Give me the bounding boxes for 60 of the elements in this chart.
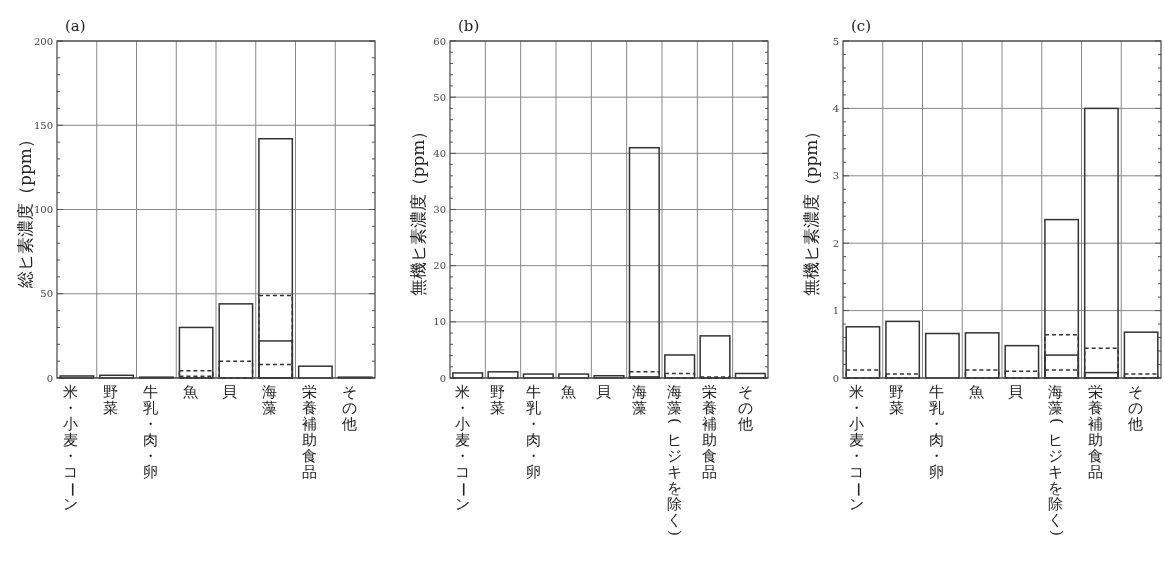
x-tick-label: その他 bbox=[341, 383, 357, 433]
x-tick-label: 栄養補助食品 bbox=[1087, 383, 1103, 481]
y-tick-label: 0 bbox=[832, 372, 839, 384]
y-tick-label: 20 bbox=[433, 260, 446, 272]
x-tick-label: 貝 bbox=[596, 383, 612, 401]
y-tick-label: 4 bbox=[832, 102, 839, 114]
y-tick-label: 50 bbox=[433, 91, 446, 103]
x-tick-label: 貝 bbox=[1008, 383, 1024, 401]
bar bbox=[258, 137, 294, 379]
y-tick-label: 40 bbox=[433, 147, 446, 159]
x-tick-label: 海藻 bbox=[262, 383, 278, 417]
bar bbox=[59, 375, 95, 379]
x-tick-label: 米・小麦・コーン bbox=[848, 383, 867, 513]
y-axis-title: 無機ヒ素濃度（ppm） bbox=[801, 122, 821, 297]
chart-title: (b) bbox=[458, 17, 480, 35]
chart-title: (c) bbox=[851, 17, 872, 35]
x-tick-label: 野菜 bbox=[490, 383, 506, 417]
x-tick-label: 野菜 bbox=[103, 383, 119, 417]
x-tick-label: 野菜 bbox=[889, 383, 905, 417]
x-tick-label: その他 bbox=[1127, 383, 1143, 433]
bar bbox=[628, 146, 660, 379]
y-tick-label: 30 bbox=[433, 204, 446, 215]
bar bbox=[1044, 218, 1080, 379]
bar bbox=[218, 303, 254, 379]
x-tick-label: 魚 bbox=[560, 383, 576, 401]
bar bbox=[337, 376, 373, 379]
y-tick-label: 60 bbox=[433, 35, 446, 47]
y-tick-label: 5 bbox=[832, 35, 839, 47]
category-label: 海藻(ヒジキを除く) bbox=[666, 383, 685, 536]
bar bbox=[699, 335, 731, 379]
x-tick-label: 牛乳・肉・卵 bbox=[525, 383, 541, 481]
x-tick-label: 貝 bbox=[222, 383, 238, 401]
y-tick-label: 3 bbox=[832, 170, 839, 182]
bar bbox=[593, 375, 625, 379]
x-tick-label: 米・小麦・コーン bbox=[454, 383, 473, 513]
y-tick-label: 100 bbox=[33, 204, 53, 215]
x-tick-label: 海藻 bbox=[631, 383, 647, 417]
bar bbox=[178, 326, 214, 379]
bar bbox=[1083, 107, 1119, 379]
x-tick-label: 栄養補助食品 bbox=[301, 383, 317, 481]
x-tick-label: その他 bbox=[737, 383, 753, 433]
x-tick-label: 魚 bbox=[182, 383, 198, 401]
y-tick-label: 150 bbox=[33, 119, 53, 131]
category-label: 海藻(ヒジキを除く) bbox=[1047, 383, 1066, 536]
x-tick-label: 魚 bbox=[968, 383, 984, 401]
x-tick-label: 牛乳・肉・卵 bbox=[928, 383, 944, 481]
y-axis-title: 無機ヒ素濃度（ppm） bbox=[408, 122, 428, 297]
y-tick-label: 50 bbox=[40, 288, 53, 300]
y-tick-label: 1 bbox=[832, 305, 839, 317]
y-axis-title: 総ヒ素濃度（ppm） bbox=[15, 131, 35, 289]
y-tick-label: 0 bbox=[439, 372, 446, 384]
x-tick-label: 牛乳・肉・卵 bbox=[142, 383, 158, 481]
x-tick-label: 栄養補助食品 bbox=[702, 383, 718, 481]
bar bbox=[138, 376, 174, 379]
y-tick-label: 10 bbox=[433, 316, 446, 328]
y-tick-label: 200 bbox=[33, 35, 53, 47]
y-tick-label: 2 bbox=[832, 237, 839, 249]
chart-title: (a) bbox=[65, 17, 86, 35]
x-tick-label: 米・小麦・コーン bbox=[62, 383, 81, 513]
y-tick-label: 0 bbox=[46, 372, 53, 384]
